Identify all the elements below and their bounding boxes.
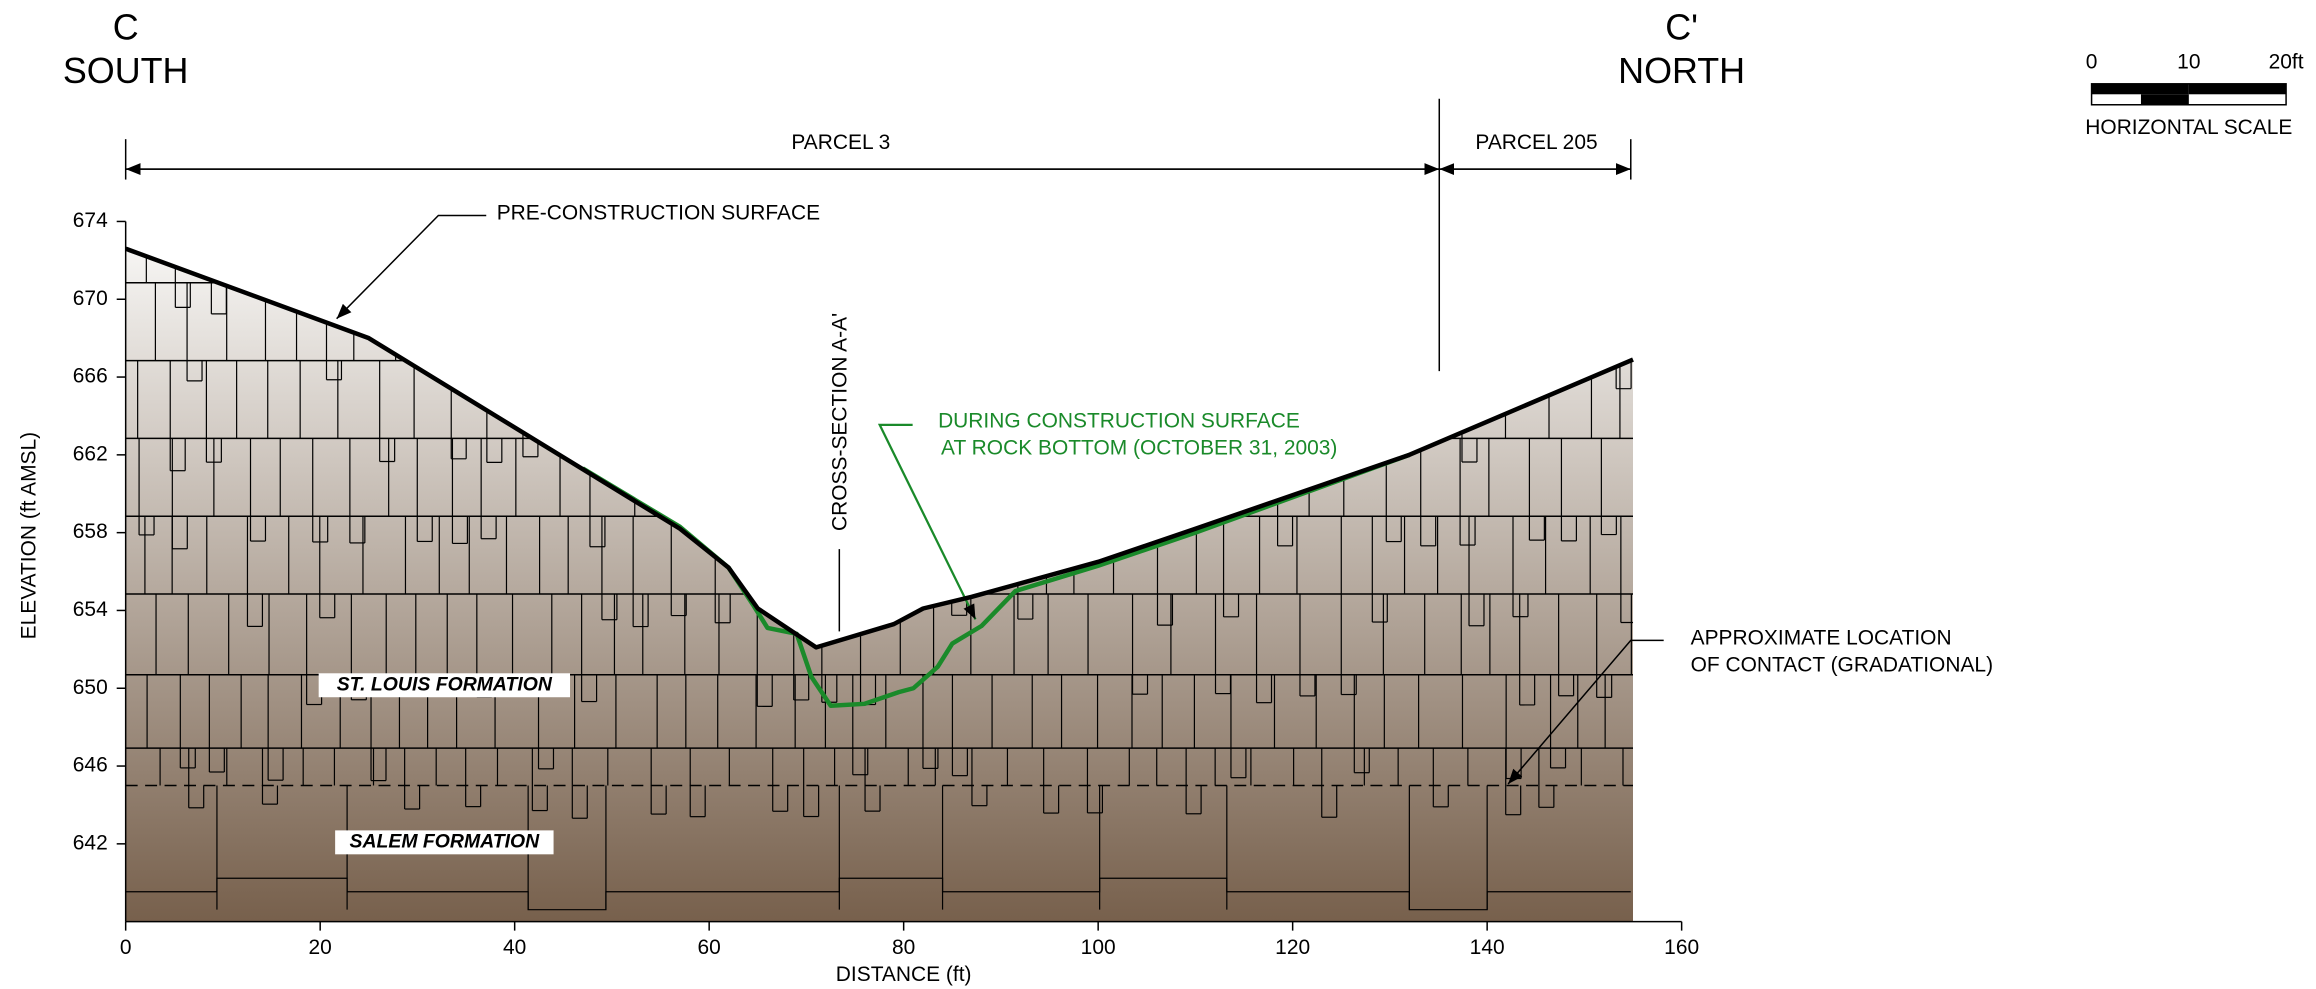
section-mark: C' [1665, 7, 1698, 47]
scale-label: 10 [2177, 50, 2200, 73]
parcel-label: PARCEL 205 [1475, 131, 1597, 154]
annotation: OF CONTACT (GRADATIONAL) [1691, 653, 1993, 676]
formation-label: SALEM FORMATION [350, 830, 541, 852]
y-tick-label: 650 [73, 676, 108, 699]
y-tick-label: 670 [73, 287, 108, 310]
chart: 0 10 20ft HORIZONTAL SCALE C SOUTH C' NO… [0, 0, 2316, 989]
rock-area [126, 249, 1633, 922]
y-tick-label: 642 [73, 831, 108, 854]
rock-hatching [126, 221, 1636, 921]
x-tick-label: 140 [1470, 936, 1505, 959]
section-mark: C [113, 7, 139, 47]
x-tick-label: 160 [1664, 936, 1699, 959]
y-tick-label: 666 [73, 365, 108, 388]
annotation: CROSS-SECTION A-A' [828, 313, 851, 531]
scale-title: HORIZONTAL SCALE [2085, 116, 2292, 139]
x-tick-label: 0 [120, 936, 132, 959]
x-tick-label: 120 [1275, 936, 1310, 959]
scale-label: 0 [2086, 50, 2098, 73]
annotation: APPROXIMATE LOCATION [1691, 626, 1952, 649]
annotation: DURING CONSTRUCTION SURFACE [938, 409, 1300, 432]
y-axis-label: ELEVATION (ft AMSL) [17, 432, 40, 639]
x-tick-label: 100 [1081, 936, 1116, 959]
direction: NORTH [1618, 51, 1745, 91]
scale-bar: 0 10 20ft HORIZONTAL SCALE [2085, 50, 2303, 139]
scale-label: 20ft [2269, 50, 2304, 73]
y-tick-label: 674 [73, 209, 108, 232]
annotation: PRE-CONSTRUCTION SURFACE [497, 202, 820, 225]
x-tick-label: 80 [892, 936, 915, 959]
y-tick-label: 646 [73, 754, 108, 777]
direction: SOUTH [63, 51, 189, 91]
x-tick-label: 20 [309, 936, 332, 959]
x-axis-label: DISTANCE (ft) [836, 963, 972, 986]
x-tick-label: 60 [698, 936, 721, 959]
formation-label: ST. LOUIS FORMATION [337, 673, 553, 695]
parcel-label: PARCEL 3 [791, 131, 890, 154]
y-tick-label: 658 [73, 520, 108, 543]
annotation: AT ROCK BOTTOM (OCTOBER 31, 2003) [941, 436, 1337, 459]
y-tick-label: 662 [73, 442, 108, 465]
y-tick-label: 654 [73, 598, 108, 621]
x-tick-label: 40 [503, 936, 526, 959]
leader-line [337, 215, 487, 318]
